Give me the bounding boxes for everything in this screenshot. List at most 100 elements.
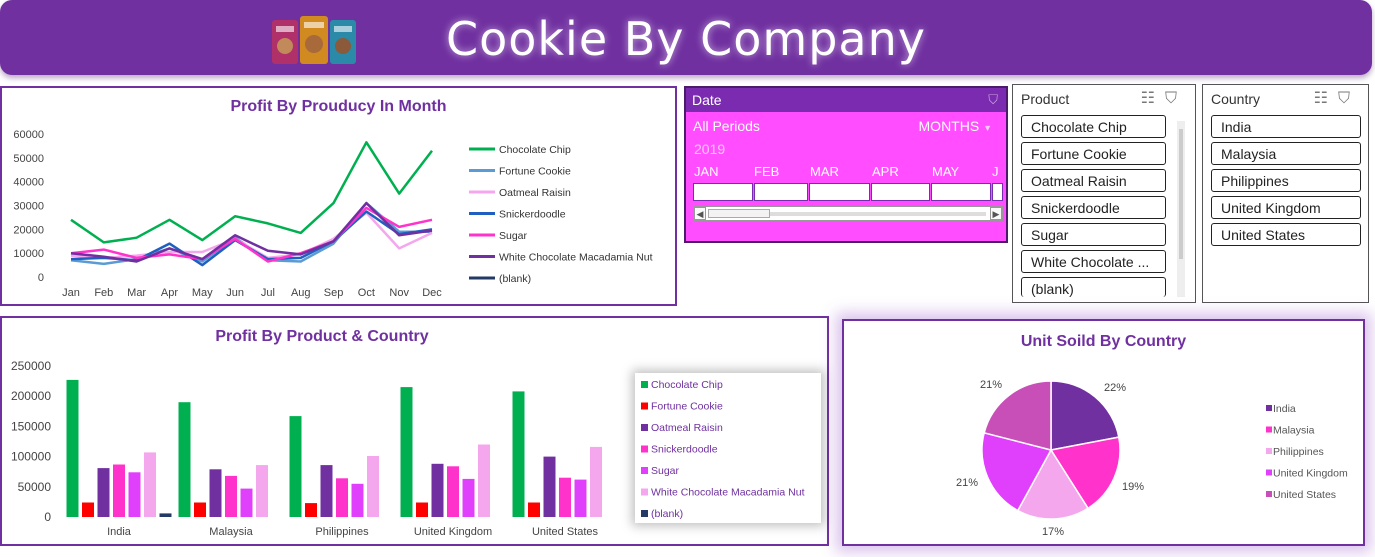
line-x-tick-label: Jul xyxy=(261,287,275,299)
line-legend-label: White Chocolate Macadamia Nut xyxy=(499,252,653,264)
line-x-tick-label: Jun xyxy=(226,287,244,299)
bar-legend-label: Snickerdoodle xyxy=(651,444,718,456)
timeline-period-mar[interactable] xyxy=(809,183,870,201)
date-timeline-slicer[interactable]: Date ⛉ All Periods MONTHS ▼ 2019 JAN FEB… xyxy=(684,86,1008,243)
clear-filter-icon[interactable]: ⛉ xyxy=(1337,90,1360,107)
line-x-tick-label: Dec xyxy=(422,287,442,299)
profit-by-product-country-chart[interactable]: Profit By Product & Country 250000 200000… xyxy=(0,316,829,546)
pie-legend-swatch xyxy=(1266,491,1272,497)
country-item[interactable]: United States xyxy=(1211,223,1361,246)
country-item[interactable]: Philippines xyxy=(1211,169,1361,192)
bar-legend-label: (blank) xyxy=(651,508,683,520)
chevron-down-icon: ▼ xyxy=(983,123,992,133)
bar-oatmeal-raisin xyxy=(543,456,556,517)
scroll-left-icon[interactable]: ◀ xyxy=(694,207,706,220)
bar-y-tick-label: 100000 xyxy=(11,450,51,464)
bar-legend-swatch xyxy=(641,402,648,410)
bar-y-tick-label: 50000 xyxy=(18,480,52,494)
bar-chart-title: Profit By Product & Country xyxy=(215,328,429,345)
country-slicer[interactable]: Country ☷⛉ India Malaysia Philippines Un… xyxy=(1202,84,1369,303)
timeline-month-mar: MAR xyxy=(810,164,839,179)
time-level-value: MONTHS xyxy=(918,118,980,134)
bar-legend-swatch xyxy=(641,424,648,431)
timeline-period-may[interactable] xyxy=(931,183,991,201)
scrollbar-thumb[interactable] xyxy=(708,209,770,218)
timeline-header-label: Date xyxy=(692,92,722,108)
product-item[interactable]: Snickerdoodle xyxy=(1021,196,1166,219)
bar-chocolate-chip xyxy=(512,391,525,517)
bar-legend-swatch xyxy=(641,467,648,474)
bar--blank- xyxy=(159,513,172,517)
bar-legend-label: White Chocolate Macadamia Nut xyxy=(651,487,805,499)
scroll-right-icon[interactable]: ▶ xyxy=(990,207,1002,220)
product-item[interactable]: Oatmeal Raisin xyxy=(1021,169,1166,192)
line-y-tick-label: 20000 xyxy=(13,224,44,236)
bar-x-tick-label: United States xyxy=(532,526,599,538)
bar-snickerdoodle xyxy=(225,475,237,517)
bar-chocolate-chip xyxy=(400,387,413,517)
country-item[interactable]: Malaysia xyxy=(1211,142,1361,165)
pie-slice-united-states xyxy=(983,380,1052,451)
clear-filter-icon[interactable]: ⛉ xyxy=(1164,90,1187,107)
bar-fortune-cookie xyxy=(305,503,317,517)
bar-white-chocolate-macadamia-nut xyxy=(144,452,156,517)
timeline-period-apr[interactable] xyxy=(871,183,930,201)
unit-sold-by-country-chart[interactable]: Unit Soild By Country 22% 19% 17% 21% 21% Ind… xyxy=(842,319,1365,546)
pie-data-label: 17% xyxy=(1042,526,1064,538)
timeline-month-jan: JAN xyxy=(694,164,719,179)
product-slicer-scrollbar[interactable] xyxy=(1177,121,1185,297)
timeline-period-feb[interactable] xyxy=(754,183,808,201)
bar-chocolate-chip xyxy=(178,402,191,517)
line-y-tick-label: 40000 xyxy=(13,177,44,189)
bar-fortune-cookie xyxy=(82,502,94,517)
timeline-period-jun[interactable] xyxy=(992,183,1003,201)
bar-fortune-cookie xyxy=(194,502,206,517)
bar-legend-label: Fortune Cookie xyxy=(651,401,723,413)
pie-data-label: 21% xyxy=(980,379,1002,391)
bar-snickerdoodle xyxy=(559,477,571,517)
bar-chart-legend: Chocolate Chip Fortune Cookie Oatmeal Rais… xyxy=(641,379,805,520)
pie-legend-swatch xyxy=(1266,469,1272,476)
pie-legend-label: United Kingdom xyxy=(1273,468,1348,480)
line-series-sugar xyxy=(70,206,433,263)
pie-legend-label: Malaysia xyxy=(1273,425,1315,437)
product-item[interactable]: Chocolate Chip xyxy=(1021,115,1166,138)
timeline-month-jun: J xyxy=(992,164,999,179)
pie-slice-india xyxy=(1050,380,1120,451)
pie-chart-title: Unit Soild By Country xyxy=(1020,333,1187,350)
line-chart-title: Profit By Prouducy In Month xyxy=(230,98,447,115)
multi-select-icon[interactable]: ☷ xyxy=(1313,90,1338,107)
timeline-scrollbar[interactable]: ◀ ▶ xyxy=(693,206,1003,221)
product-item[interactable]: Fortune Cookie xyxy=(1021,142,1166,165)
multi-select-icon[interactable]: ☷ xyxy=(1140,90,1165,107)
bar-x-tick-label: Philippines xyxy=(315,526,369,538)
bar-legend-swatch xyxy=(641,510,648,517)
product-item[interactable]: (blank) xyxy=(1021,277,1166,297)
line-y-tick-label: 10000 xyxy=(13,248,44,260)
timeline-month-feb: FEB xyxy=(754,164,780,179)
clear-filter-icon[interactable]: ⛉ xyxy=(988,92,998,107)
line-y-tick-label: 30000 xyxy=(13,201,44,213)
product-item[interactable]: Sugar xyxy=(1021,223,1166,246)
product-slicer[interactable]: Product ☷⛉ Chocolate Chip Fortune Cookie… xyxy=(1012,84,1196,303)
bar-chart-legend-box xyxy=(635,373,821,523)
timeline-period-jan[interactable] xyxy=(693,183,753,201)
line-x-tick-label: Mar xyxy=(127,287,146,299)
time-level-dropdown[interactable]: MONTHS ▼ xyxy=(919,118,992,134)
line-x-tick-label: Apr xyxy=(161,287,178,299)
profit-by-month-chart[interactable]: Profit By Prouducy In Month 60000 50000 40… xyxy=(0,86,677,306)
line-x-tick-label: May xyxy=(192,287,213,299)
line-series-chocolate-chip xyxy=(70,141,433,244)
product-item[interactable]: White Chocolate ... xyxy=(1021,250,1166,273)
scrollbar-thumb[interactable] xyxy=(1179,129,1183,259)
scrollbar-track[interactable] xyxy=(770,212,986,216)
bar-sugar xyxy=(462,478,475,517)
pie-data-label: 21% xyxy=(956,477,978,489)
country-item[interactable]: India xyxy=(1211,115,1361,138)
pie-legend-label: United States xyxy=(1273,489,1336,501)
line-legend-label: Snickerdoodle xyxy=(499,209,566,221)
bar-y-tick-label: 250000 xyxy=(11,359,51,373)
bar-legend-label: Sugar xyxy=(651,465,680,477)
country-slicer-header: Country ☷⛉ xyxy=(1203,85,1368,112)
country-item[interactable]: United Kingdom xyxy=(1211,196,1361,219)
